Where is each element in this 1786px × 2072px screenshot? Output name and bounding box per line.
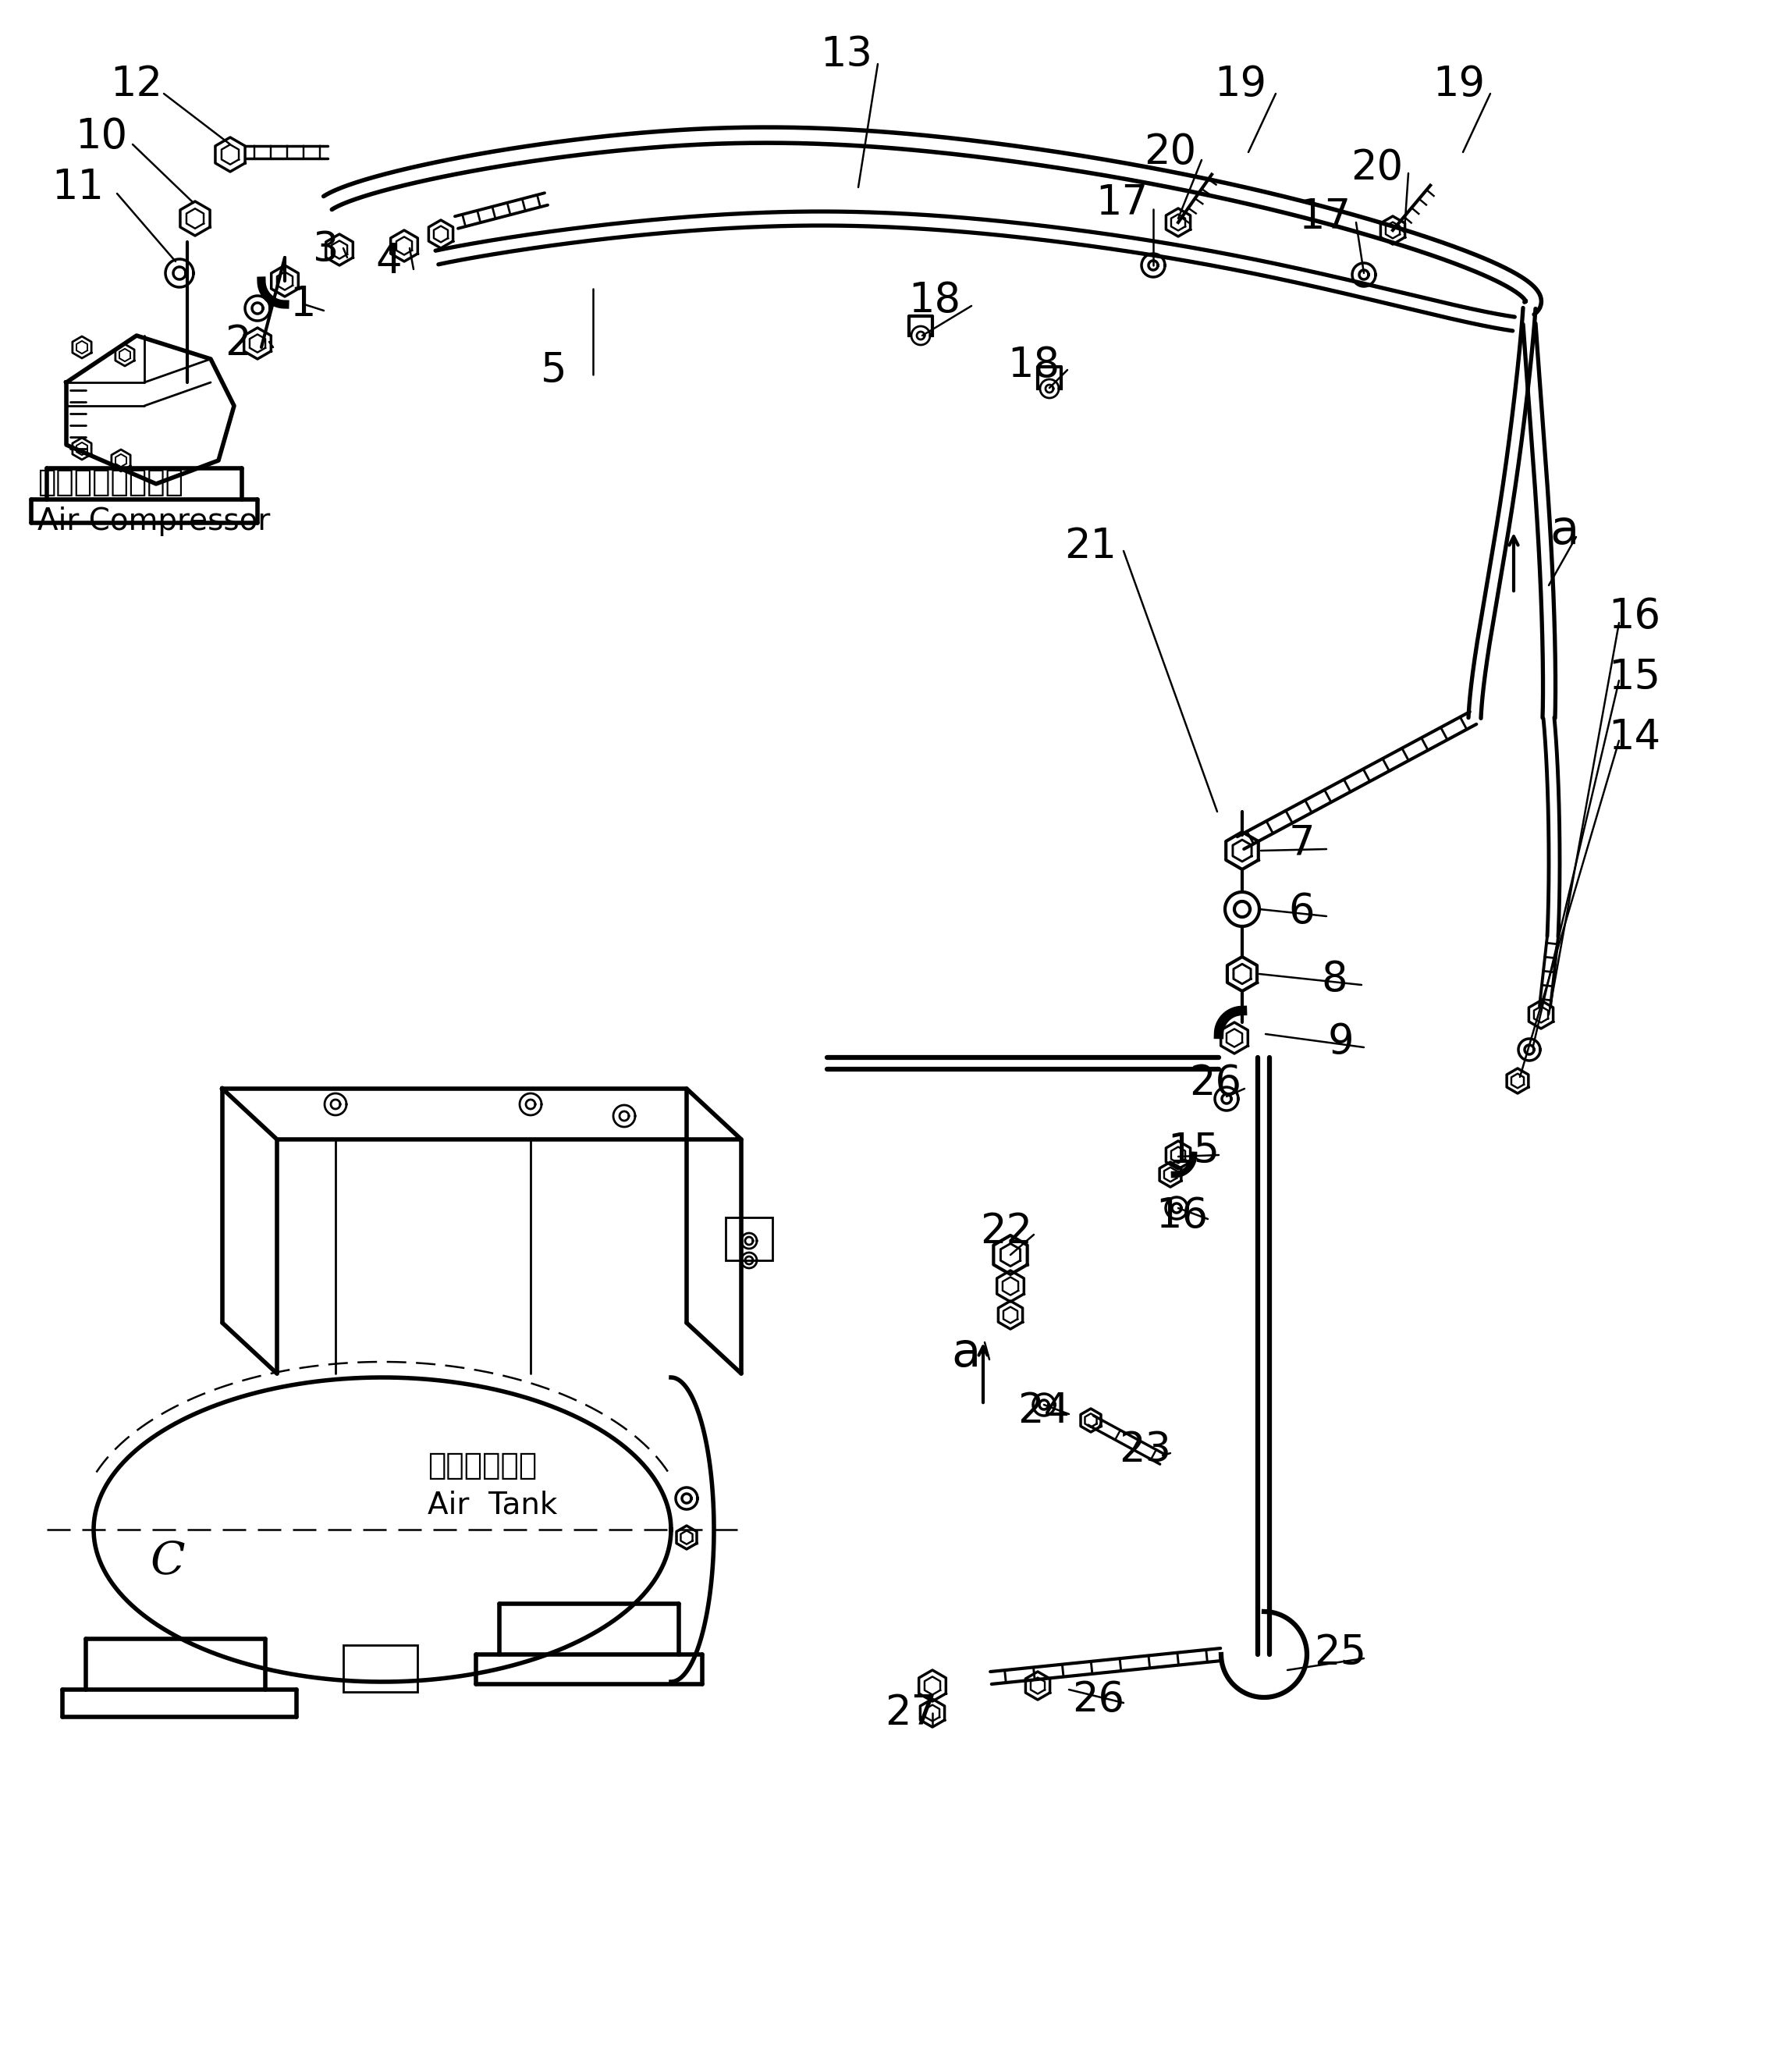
Text: 7: 7 [1288,823,1314,864]
Text: 20: 20 [1350,147,1404,189]
Text: 26: 26 [1072,1680,1125,1720]
Text: 11: 11 [52,168,104,207]
Text: 24: 24 [1018,1390,1070,1432]
Text: 21: 21 [1064,526,1116,566]
Text: 22: 22 [981,1212,1032,1251]
Text: 13: 13 [820,35,873,75]
Text: 20: 20 [1145,133,1197,172]
Text: 25: 25 [1314,1633,1366,1674]
Text: 1: 1 [289,284,316,325]
Text: 17: 17 [1298,197,1350,238]
Text: エアータンク: エアータンク [427,1450,538,1481]
Text: 9: 9 [1327,1021,1354,1063]
Text: 10: 10 [75,116,127,157]
Text: 2: 2 [225,323,252,365]
Text: 23: 23 [1120,1430,1172,1471]
Text: 15: 15 [1609,657,1661,698]
Text: 5: 5 [541,350,568,392]
Text: 26: 26 [1189,1063,1241,1104]
Text: C: C [150,1539,186,1583]
Text: 19: 19 [1214,64,1266,104]
Text: 12: 12 [111,64,163,104]
Text: 18: 18 [1007,344,1061,385]
Text: 14: 14 [1609,717,1661,758]
Text: Air  Tank: Air Tank [427,1490,557,1519]
Text: a: a [952,1330,981,1378]
Text: 6: 6 [1288,891,1314,932]
Text: 16: 16 [1156,1196,1209,1237]
Text: 19: 19 [1432,64,1486,104]
Text: 16: 16 [1609,597,1661,636]
Text: エアコンプレッサ: エアコンプレッサ [38,468,184,497]
Text: a: a [1550,508,1579,553]
Text: 17: 17 [1097,182,1148,224]
Text: 3: 3 [313,230,339,269]
Text: 27: 27 [886,1693,938,1734]
Text: Air Compressor: Air Compressor [38,506,270,537]
Text: 15: 15 [1168,1131,1220,1171]
Text: 4: 4 [375,240,402,282]
Text: 18: 18 [909,280,961,321]
Text: 8: 8 [1322,959,1347,999]
